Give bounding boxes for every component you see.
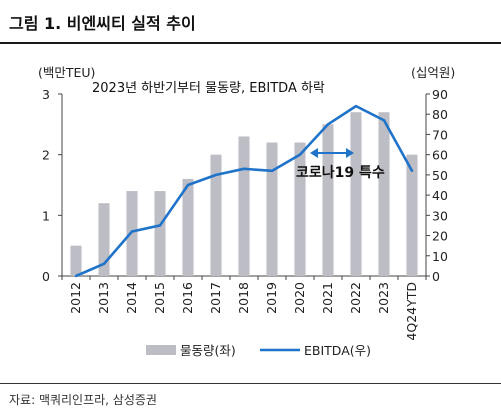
title-rule	[0, 42, 501, 44]
x-tick-label: 2019	[264, 282, 279, 314]
bar	[238, 136, 250, 276]
right-tick-label: 40	[432, 188, 448, 203]
bar	[182, 178, 194, 276]
x-tick-label: 4Q24YTD	[404, 282, 419, 341]
headline-annotation: 2023년 하반기부터 물동량, EBITDA 하락	[92, 81, 325, 96]
bar	[322, 124, 334, 276]
bar	[210, 154, 222, 276]
x-tick-label: 2015	[152, 282, 167, 314]
bar	[406, 154, 418, 276]
ebitda-point	[298, 153, 302, 156]
figure-title: 그림 1. 비엔씨티 실적 추이	[9, 14, 196, 33]
left-tick-label: 3	[42, 87, 50, 102]
ebitda-point	[158, 224, 162, 227]
ebitda-point	[130, 230, 134, 233]
legend: 물동량(좌) EBITDA(우)	[146, 343, 371, 358]
left-tick-label: 1	[42, 208, 50, 223]
left-axis-label: (백만TEU)	[38, 65, 95, 80]
right-tick-label: 50	[432, 168, 448, 183]
right-tick-label: 10	[432, 249, 448, 264]
covid-annotation: 코로나19 특수	[296, 165, 385, 181]
right-tick-label: 60	[432, 148, 448, 163]
bar	[70, 245, 82, 276]
legend-line-label: EBITDA(우)	[304, 343, 371, 358]
covid-arrow-head-left	[310, 148, 318, 158]
x-tick-label: 2012	[68, 282, 83, 314]
bar	[126, 191, 138, 276]
ebitda-point	[326, 123, 330, 126]
ebitda-point	[214, 173, 218, 177]
bar	[266, 142, 278, 276]
right-axis-label: (십억원)	[411, 65, 455, 80]
ebitda-point	[186, 183, 190, 187]
ebitda-point	[270, 169, 274, 173]
x-tick-label: 2021	[320, 282, 335, 314]
left-tick-label: 0	[42, 269, 50, 284]
x-tick-label: 2020	[292, 282, 307, 314]
x-tick-label: 2023	[376, 282, 391, 314]
x-tick-label: 2017	[208, 282, 223, 314]
ebitda-point	[102, 262, 106, 266]
legend-bar-swatch	[146, 345, 176, 355]
bar	[98, 203, 110, 276]
legend-bar-label: 물동량(좌)	[180, 343, 236, 358]
bar	[378, 112, 390, 276]
ebitda-point	[410, 169, 414, 173]
right-tick-label: 30	[432, 208, 448, 223]
covid-arrow-head-right	[346, 148, 354, 158]
ebitda-point	[382, 119, 386, 122]
bar	[350, 112, 362, 276]
ebitda-point	[354, 104, 358, 108]
x-tick-label: 2016	[180, 282, 195, 314]
x-tick-label: 2013	[96, 282, 111, 314]
right-tick-label: 90	[432, 87, 448, 102]
bar	[154, 191, 166, 276]
ebitda-point	[242, 167, 246, 171]
right-tick-label: 20	[432, 229, 448, 244]
ebitda-point	[74, 274, 78, 278]
source-rule	[0, 383, 501, 384]
x-tick-label: 2022	[348, 282, 363, 314]
right-tick-label: 70	[432, 127, 448, 142]
x-tick-label: 2014	[124, 282, 139, 314]
left-tick-label: 2	[42, 148, 50, 163]
right-tick-label: 0	[432, 269, 440, 284]
x-tick-label: 2018	[236, 282, 251, 314]
bar	[294, 142, 306, 276]
right-tick-label: 80	[432, 107, 448, 122]
source-note: 자료: 맥쿼리인프라, 삼성증권	[9, 393, 157, 407]
